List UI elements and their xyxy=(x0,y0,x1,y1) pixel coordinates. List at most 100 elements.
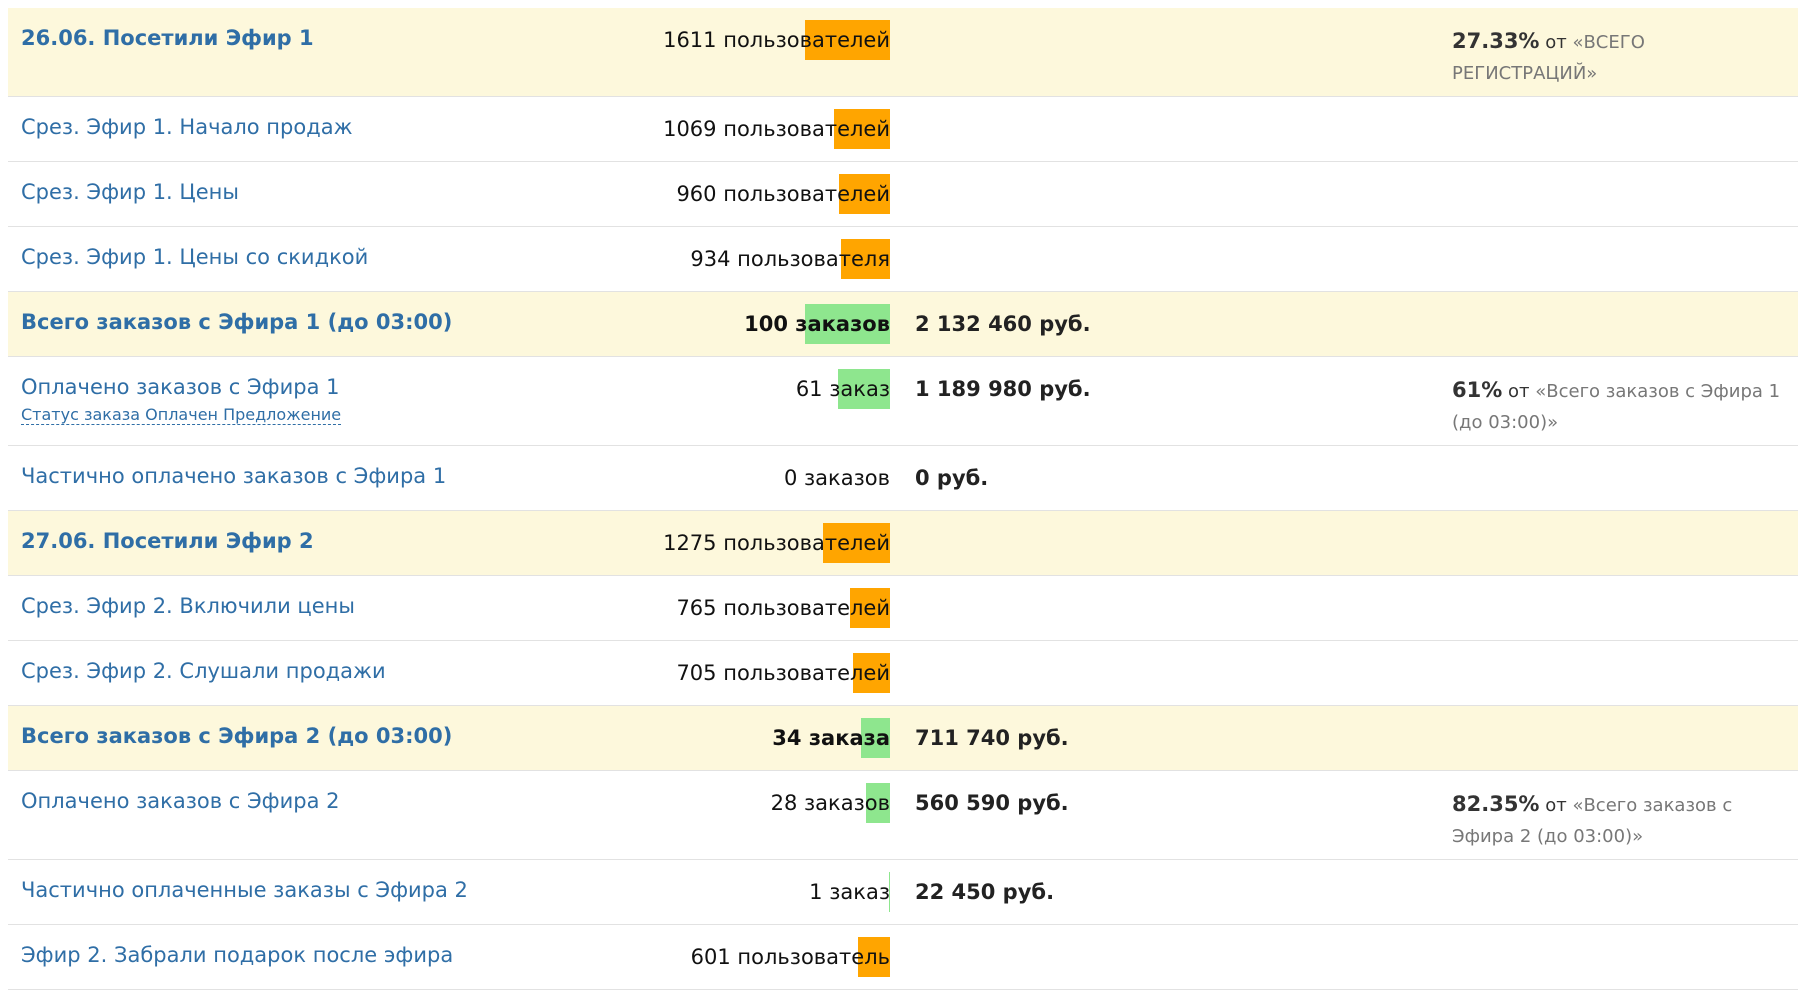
count-text: 34 заказа xyxy=(772,726,890,750)
count-text: 1069 пользователей xyxy=(663,117,890,141)
table-row: 27.06. Посетили Эфир 2 1275 пользователей xyxy=(8,511,1798,576)
count-value: 601 xyxy=(690,945,731,969)
count-value: 1275 xyxy=(663,531,717,555)
count-value: 0 xyxy=(783,466,798,490)
count-text: 960 пользователей xyxy=(676,182,890,206)
table-row: Срез. Эфир 2. Слушали продажи 705 пользов… xyxy=(8,641,1798,706)
share-value: 27.33% xyxy=(1452,29,1540,53)
share-value: 82.35% xyxy=(1452,792,1540,816)
share-prefix: от xyxy=(1545,32,1567,53)
count-text: 1275 пользователей xyxy=(663,531,890,555)
count-value: 28 xyxy=(770,791,798,815)
row-label[interactable]: Срез. Эфир 1. Начало продаж xyxy=(21,115,353,139)
count-value: 61 xyxy=(795,377,823,401)
count-text: 100 заказов xyxy=(744,312,890,336)
table-row: Эфир 2. Забрали подарок после эфира 601 п… xyxy=(8,925,1798,990)
count-unit: заказ xyxy=(829,880,890,904)
count-unit: заказ xyxy=(829,377,890,401)
count-text: 0 заказов xyxy=(784,466,890,490)
row-label[interactable]: Оплачено заказов с Эфира 2 xyxy=(21,789,340,813)
table-row: Оплачено заказов с Эфира 1 Статус заказа … xyxy=(8,357,1798,446)
share-value: 61% xyxy=(1452,378,1503,402)
count-bar xyxy=(838,369,890,409)
count-value: 1611 xyxy=(663,28,717,52)
count-bar xyxy=(861,718,890,758)
count-unit: пользователей xyxy=(723,596,890,620)
row-label[interactable]: Эфир 2. Забрали подарок после эфира xyxy=(21,943,454,967)
count-unit: пользователей xyxy=(723,182,890,206)
share-prefix: от xyxy=(1508,381,1530,402)
count-value: 960 xyxy=(676,182,717,206)
count-unit: заказов xyxy=(804,791,890,815)
amount: 560 590 руб. xyxy=(915,791,1069,815)
count-value: 1 xyxy=(809,880,823,904)
table-row: Срез. Эфир 2. Включили цены 765 пользоват… xyxy=(8,576,1798,641)
count-text: 1611 пользователей xyxy=(663,28,890,52)
count-unit: пользователей xyxy=(723,531,890,555)
row-label[interactable]: Всего заказов с Эфира 1 (до 03:00) xyxy=(21,310,453,334)
row-label[interactable]: 26.06. Посетили Эфир 1 xyxy=(21,26,314,50)
share-prefix: от xyxy=(1545,795,1567,816)
count-unit: пользователя xyxy=(737,247,890,271)
count-value: 100 xyxy=(744,312,788,336)
count-unit: пользователей xyxy=(723,661,890,685)
row-label[interactable]: Срез. Эфир 1. Цены xyxy=(21,180,239,204)
table-row: Всего заказов с Эфира 2 (до 03:00) 34 зак… xyxy=(8,706,1798,771)
share: 61% от «Всего заказов с Эфира 1 (до 03:0… xyxy=(1452,375,1782,438)
count-unit: пользователь xyxy=(737,945,890,969)
table-row: Оплачено заказов с Эфира 2 28 заказов 560 … xyxy=(8,771,1798,860)
count-value: 1069 xyxy=(663,117,717,141)
amount: 0 руб. xyxy=(915,466,989,490)
count-text: 765 пользователей xyxy=(676,596,890,620)
row-label[interactable]: Частично оплаченные заказы с Эфира 2 xyxy=(21,878,468,902)
count-bar xyxy=(833,109,890,149)
row-label[interactable]: Всего заказов с Эфира 2 (до 03:00) xyxy=(21,724,453,748)
row-label[interactable]: Оплачено заказов с Эфира 1 xyxy=(21,375,340,399)
count-bar xyxy=(839,174,890,214)
table-row: Срез. Эфир 1. Цены со скидкой 934 пользов… xyxy=(8,227,1798,292)
row-label[interactable]: Срез. Эфир 1. Цены со скидкой xyxy=(21,245,369,269)
count-bar xyxy=(849,588,890,628)
count-value: 34 xyxy=(772,726,802,750)
table-row: Частично оплаченные заказы с Эфира 2 1 за… xyxy=(8,860,1798,925)
amount: 22 450 руб. xyxy=(915,880,1055,904)
table-row: Всего заказов с Эфира 1 (до 03:00) 100 за… xyxy=(8,292,1798,357)
count-text: 1 заказ xyxy=(809,880,890,904)
share: 27.33% от «ВСЕГО РЕГИСТРАЦИЙ» xyxy=(1452,26,1782,89)
share-base: «Всего заказов с Эфира 2 (до 03:00)» xyxy=(1452,795,1733,847)
count-unit: заказа xyxy=(808,726,890,750)
status-link[interactable]: Статус заказа Оплачен Предложение xyxy=(21,405,342,425)
row-label[interactable]: 27.06. Посетили Эфир 2 xyxy=(21,529,314,553)
count-value: 705 xyxy=(676,661,717,685)
count-text: 61 заказ xyxy=(796,377,890,401)
count-value: 765 xyxy=(676,596,717,620)
count-bar xyxy=(822,523,890,563)
count-bar xyxy=(840,239,890,279)
share-base: «ВСЕГО РЕГИСТРАЦИЙ» xyxy=(1452,32,1645,84)
count-bar xyxy=(805,20,890,60)
row-label[interactable]: Срез. Эфир 2. Включили цены xyxy=(21,594,355,618)
count-unit: заказов xyxy=(804,466,890,490)
amount: 2 132 460 руб. xyxy=(915,312,1091,336)
count-unit: пользователей xyxy=(723,117,890,141)
count-value: 934 xyxy=(690,247,731,271)
count-bar xyxy=(852,653,890,693)
row-label[interactable]: Частично оплачено заказов с Эфира 1 xyxy=(21,464,447,488)
table-row: Частично оплачено заказов с Эфира 1 0 зак… xyxy=(8,446,1798,511)
count-text: 601 пользователь xyxy=(691,945,890,969)
row-label[interactable]: Срез. Эфир 2. Слушали продажи xyxy=(21,659,386,683)
count-bar xyxy=(889,872,890,912)
count-text: 705 пользователей xyxy=(676,661,890,685)
share: 82.35% от «Всего заказов с Эфира 2 (до 0… xyxy=(1452,789,1782,852)
count-bar xyxy=(805,304,890,344)
count-bar xyxy=(858,937,890,977)
amount: 1 189 980 руб. xyxy=(915,377,1091,401)
table-row: 26.06. Посетили Эфир 1 1611 пользователей… xyxy=(8,8,1798,97)
table-row: Срез. Эфир 1. Цены 960 пользователей xyxy=(8,162,1798,227)
count-text: 28 заказов xyxy=(771,791,890,815)
count-unit: заказов xyxy=(795,312,890,336)
count-unit: пользователей xyxy=(723,28,890,52)
share-base: «Всего заказов с Эфира 1 (до 03:00)» xyxy=(1452,381,1781,433)
table-row: Срез. Эфир 1. Начало продаж 1069 пользова… xyxy=(8,97,1798,162)
